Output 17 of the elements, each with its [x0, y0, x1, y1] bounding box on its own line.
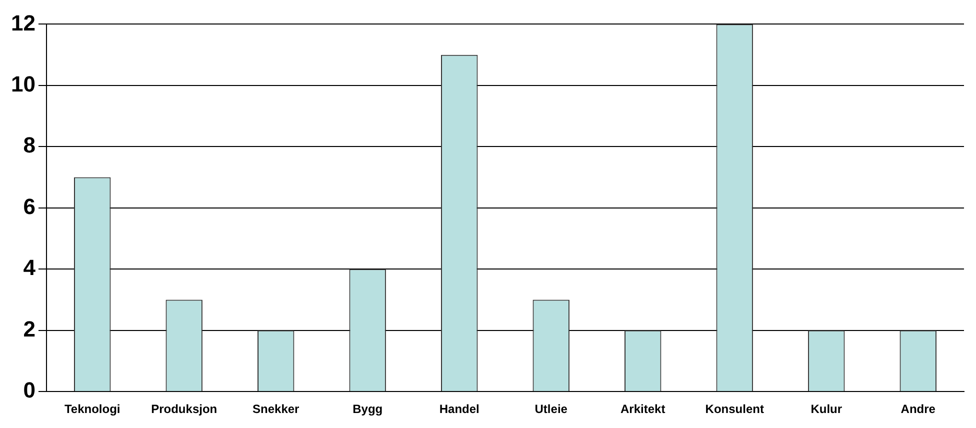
x-tick-label: Handel	[439, 402, 480, 416]
y-tick-label: 2	[23, 316, 36, 342]
x-tick-label: Bygg	[352, 402, 383, 416]
y-tick-label: 6	[23, 194, 36, 219]
y-tick-label: 0	[23, 378, 36, 403]
y-tick-label: 12	[10, 10, 36, 36]
y-tick-label: 8	[23, 132, 36, 158]
x-tick-label: Teknologi	[64, 402, 120, 416]
y-tick-label: 4	[23, 255, 36, 280]
x-tick-label: Snekker	[252, 402, 300, 416]
y-tick-label: 10	[10, 71, 36, 96]
x-tick-label: Arkitekt	[620, 402, 666, 416]
x-tick-label: Utleie	[534, 402, 568, 416]
x-tick-label: Konsulent	[705, 402, 764, 416]
x-tick-label: Andre	[900, 402, 936, 416]
x-tick-label: Kulur	[810, 402, 842, 416]
x-tick-label: Produksjon	[151, 402, 218, 416]
